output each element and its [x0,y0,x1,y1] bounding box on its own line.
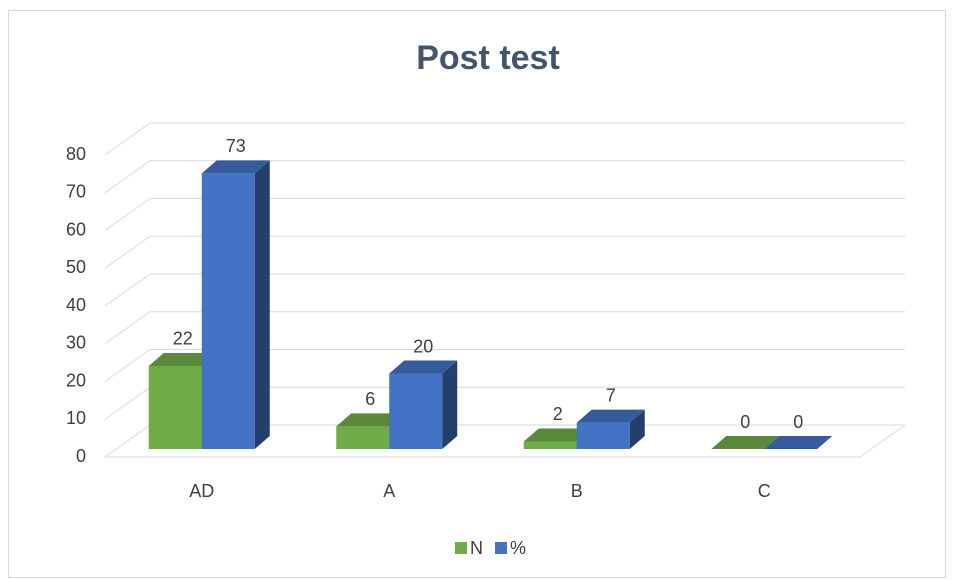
data-label: 0 [793,412,803,432]
y-tick-label: 70 [66,182,86,202]
x-tick-label: AD [189,481,214,501]
y-tick-label: 80 [66,144,86,164]
x-tick-label: A [383,481,395,501]
data-label: 6 [365,389,375,409]
y-tick-label: 50 [66,257,86,277]
data-label: 2 [553,404,563,424]
bar [711,436,780,449]
bar-side [254,160,270,450]
bar [389,360,458,449]
y-tick-label: 0 [76,446,86,466]
bar-front [201,173,255,450]
bar-side [442,360,458,449]
legend-label: N [470,538,483,558]
bar-top [764,436,833,449]
bar-top [523,428,592,442]
grid-line [104,311,905,345]
bar-front [336,426,390,449]
data-label: 0 [740,412,750,432]
data-label: 22 [173,329,193,349]
bar [764,436,833,449]
x-tick-label: B [571,481,583,501]
y-tick-label: 10 [66,408,86,428]
bar-top [711,436,780,449]
data-label: 73 [226,136,246,156]
grid-line [104,160,905,194]
legend-swatch [455,542,467,554]
y-tick-label: 20 [66,370,86,390]
bar-side [629,409,645,449]
data-label: 20 [413,336,433,356]
bar-front [148,365,202,449]
x-tick-label: C [758,481,771,501]
y-tick-label: 60 [66,219,86,239]
legend-label: % [510,538,526,558]
y-tick-label: 40 [66,295,86,315]
bar-top [201,160,270,174]
bar-top [389,360,458,374]
chart-title: Post test [416,39,560,77]
grid-line [104,198,905,231]
chart-border [8,10,946,578]
bar [201,160,270,450]
bar-top [148,352,217,366]
grid-line [104,122,905,156]
grid-line [104,235,905,269]
bar-front [389,373,443,449]
grid-line [104,273,905,307]
bar-top [336,413,405,427]
data-label: 7 [606,385,616,405]
legend-swatch [495,542,507,554]
bar-front [523,441,577,449]
bar-front [576,422,630,449]
bar [576,409,645,449]
grid-line [104,349,905,382]
bar-top [576,409,645,423]
floor-edge [105,424,906,458]
y-tick-label: 30 [66,333,86,353]
